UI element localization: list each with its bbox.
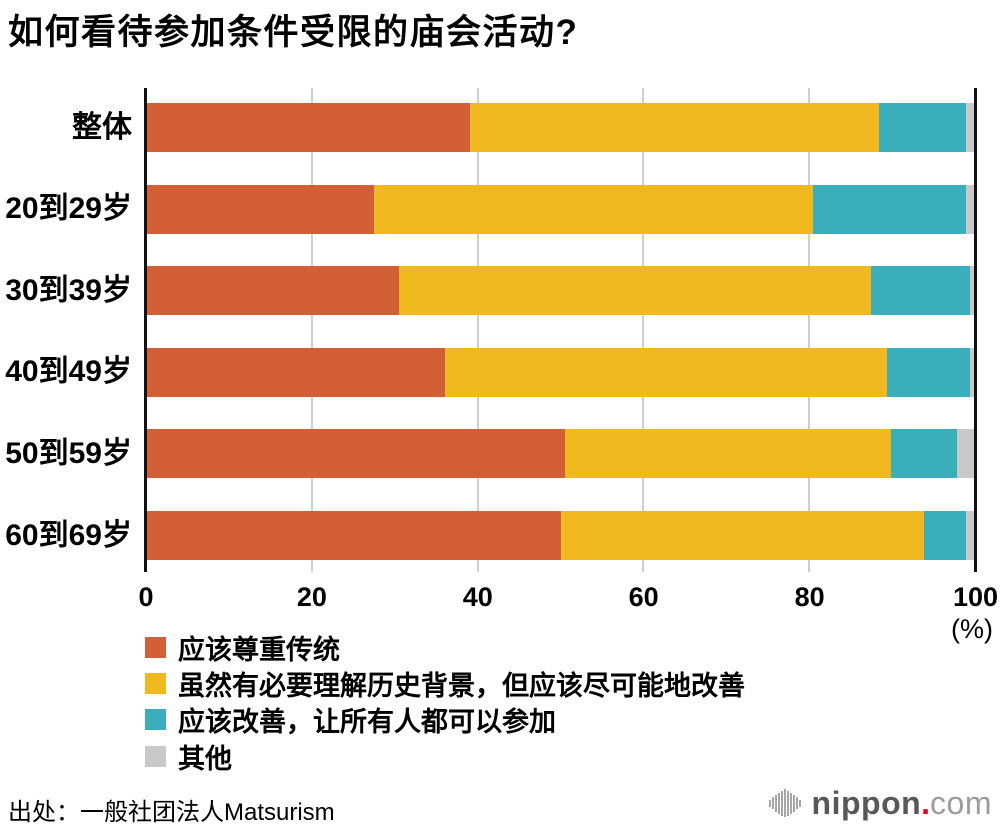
gridline-80 [807, 88, 810, 572]
category-label: 整体 [72, 110, 132, 144]
category-label: 60到69岁 [5, 518, 132, 552]
logo-dot: . [921, 785, 931, 821]
bar-segment [812, 184, 966, 234]
logo-tld: com [930, 785, 992, 821]
bar-segment [965, 511, 974, 560]
legend-item: 应该尊重传统 [145, 629, 745, 665]
nippon-logo-text: nippon.com [812, 782, 992, 824]
bar-segment [878, 103, 966, 152]
nippon-logo-soundwave-icon [768, 789, 802, 817]
bar-row-40到49岁 [147, 347, 974, 397]
bar-segment [965, 184, 974, 234]
bar-segment [560, 511, 925, 560]
y-axis-line [144, 88, 147, 572]
right-frame-line [974, 88, 977, 572]
bar-row-50到59岁 [147, 429, 974, 479]
bar-segment [147, 266, 400, 316]
bar-segment [147, 347, 445, 397]
bar-segment [924, 511, 966, 560]
legend-item: 应该改善，让所有人都可以参加 [145, 702, 745, 738]
legend-swatch [145, 673, 166, 695]
bar-segment [147, 184, 375, 234]
bar-segment [969, 266, 974, 316]
x-tick-label: 80 [794, 582, 825, 612]
x-tick-label: 100 [952, 582, 999, 612]
logo-brand: nippon [811, 785, 922, 821]
legend-label: 虽然有必要理解历史背景，但应该尽可能地改善 [178, 671, 745, 702]
bar-segment [887, 347, 970, 397]
legend-label: 应该改善，让所有人都可以参加 [178, 707, 556, 738]
bar-segment [957, 429, 974, 479]
plot-area [144, 88, 977, 572]
bar-segment [147, 103, 470, 152]
bar-segment [147, 511, 561, 560]
category-label: 40到49岁 [5, 355, 132, 389]
bar-row-30到39岁 [147, 266, 974, 316]
chart-title: 如何看待参加条件受限的庙会活动? [8, 13, 579, 52]
x-tick-label: 20 [296, 582, 327, 612]
bar-segment [399, 266, 871, 316]
legend-item: 其他 [145, 738, 745, 774]
legend-item: 虽然有必要理解历史背景，但应该尽可能地改善 [145, 665, 745, 701]
legend-swatch [145, 745, 166, 767]
category-label: 30到39岁 [5, 273, 132, 307]
bar-segment [891, 429, 958, 479]
legend-swatch [145, 709, 166, 731]
bar-row-整体 [147, 103, 974, 152]
bar-segment [444, 347, 888, 397]
legend-swatch [145, 636, 166, 658]
category-label: 20到29岁 [5, 192, 132, 226]
bar-row-60到69岁 [147, 511, 974, 560]
nippon-logo: nippon.com [700, 782, 992, 824]
legend-label: 其他 [178, 743, 232, 774]
bar-segment [374, 184, 813, 234]
legend: 应该尊重传统虽然有必要理解历史背景，但应该尽可能地改善 应该改善，让所有人都可以参… [145, 629, 745, 775]
gridline-40 [476, 88, 479, 572]
x-tick-label: 0 [138, 582, 154, 612]
category-label: 50到59岁 [5, 436, 132, 470]
bar-segment [469, 103, 879, 152]
gridline-60 [642, 88, 645, 572]
x-tick-label: 40 [462, 582, 493, 612]
bar-segment [564, 429, 892, 479]
bar-segment [969, 347, 974, 397]
bar-row-20到29岁 [147, 184, 974, 234]
source-credit: 出处：一般社团法人Matsurism [8, 799, 335, 826]
bar-segment [965, 103, 974, 152]
legend-label: 应该尊重传统 [178, 634, 340, 665]
bar-segment [870, 266, 970, 316]
bar-segment [147, 429, 565, 479]
x-tick-label: 60 [628, 582, 659, 612]
axis-unit-label: (%) [951, 614, 993, 644]
gridline-20 [311, 88, 314, 572]
